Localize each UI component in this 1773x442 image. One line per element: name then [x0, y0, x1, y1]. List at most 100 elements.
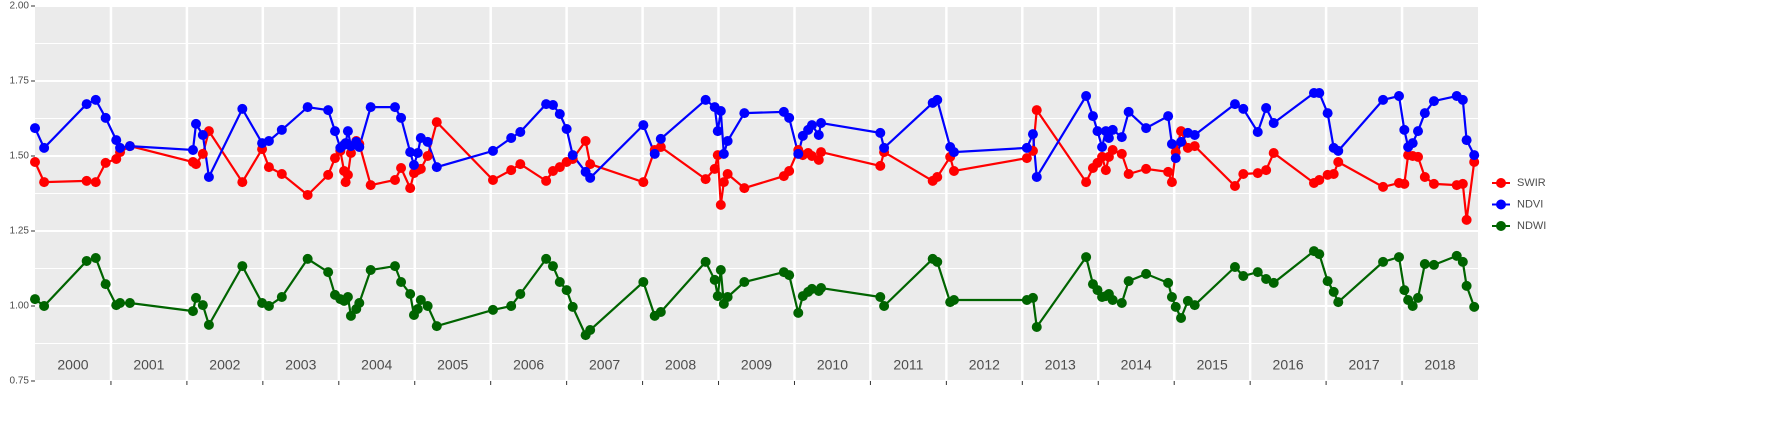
point — [1407, 138, 1418, 149]
point — [709, 163, 720, 174]
point — [813, 130, 824, 140]
point — [875, 160, 886, 171]
point — [354, 298, 365, 308]
point — [541, 253, 552, 264]
point — [1322, 276, 1333, 287]
legend-label: SWIR — [1517, 177, 1546, 189]
point — [816, 118, 827, 128]
point — [1170, 301, 1181, 312]
point — [39, 142, 50, 153]
point — [1031, 322, 1042, 332]
point — [1333, 145, 1344, 156]
point — [124, 298, 135, 308]
point — [1457, 94, 1468, 105]
year-label: 2003 — [285, 357, 316, 373]
y-tick-label: 0.75 — [10, 376, 30, 387]
point — [1141, 163, 1152, 174]
point — [784, 270, 795, 281]
point — [638, 177, 649, 188]
point — [585, 159, 596, 170]
point — [932, 172, 943, 182]
point — [90, 94, 101, 105]
point — [276, 124, 287, 135]
y-tick-label: 1.00 — [10, 301, 30, 312]
point — [715, 106, 726, 116]
point — [1399, 124, 1410, 135]
point — [1252, 168, 1263, 179]
point — [415, 295, 426, 305]
point — [396, 112, 407, 123]
point — [191, 118, 202, 129]
point — [1107, 295, 1118, 305]
point — [547, 261, 558, 272]
point — [345, 148, 356, 158]
point — [405, 147, 416, 158]
point — [722, 292, 733, 302]
point — [342, 169, 353, 180]
point — [422, 136, 433, 147]
point — [1163, 166, 1174, 177]
point — [323, 105, 334, 116]
y-tick-label: 1.75 — [10, 76, 30, 87]
point — [784, 112, 795, 123]
point — [1419, 108, 1430, 119]
point — [1027, 129, 1038, 140]
point — [638, 277, 649, 287]
point — [515, 289, 526, 299]
point — [1229, 99, 1240, 110]
point — [948, 295, 959, 305]
point — [718, 177, 729, 188]
point — [1378, 181, 1389, 192]
point — [365, 265, 376, 275]
point — [816, 283, 827, 293]
point — [342, 292, 353, 302]
point — [1399, 285, 1410, 296]
point — [1189, 141, 1200, 152]
point — [655, 133, 666, 144]
point — [1238, 271, 1249, 281]
point — [1261, 165, 1272, 176]
point — [1469, 301, 1480, 312]
point — [718, 148, 729, 159]
point — [1097, 142, 1108, 152]
point — [237, 177, 248, 188]
point — [342, 126, 353, 137]
point — [554, 109, 565, 119]
year-label: 2010 — [817, 357, 848, 373]
year-label: 2004 — [361, 357, 392, 373]
point — [1176, 313, 1187, 323]
point — [1092, 126, 1103, 137]
point — [191, 159, 202, 170]
year-label: 2000 — [57, 357, 88, 373]
point — [197, 130, 208, 140]
point — [547, 100, 558, 110]
point — [30, 294, 40, 305]
point — [412, 304, 423, 314]
point — [1116, 132, 1127, 143]
year-label: 2011 — [893, 357, 923, 373]
point — [649, 148, 660, 159]
point — [1268, 277, 1279, 288]
y-tick-label: 1.25 — [10, 226, 30, 237]
legend-label: NDVI — [1517, 198, 1543, 210]
point — [187, 306, 198, 317]
point — [1031, 105, 1042, 116]
point — [1141, 123, 1152, 134]
year-label: 2012 — [969, 357, 1000, 373]
point — [1328, 286, 1339, 297]
point — [1097, 151, 1108, 162]
legend-label: NDWI — [1517, 220, 1546, 232]
point — [816, 147, 827, 158]
point — [100, 279, 111, 290]
point — [263, 301, 274, 311]
point — [1107, 145, 1118, 155]
year-label: 2001 — [133, 357, 164, 373]
point — [389, 261, 400, 272]
point — [1189, 130, 1200, 140]
point — [302, 253, 313, 264]
point — [932, 256, 943, 267]
point — [813, 154, 824, 165]
point — [1413, 292, 1424, 303]
point — [124, 141, 135, 152]
